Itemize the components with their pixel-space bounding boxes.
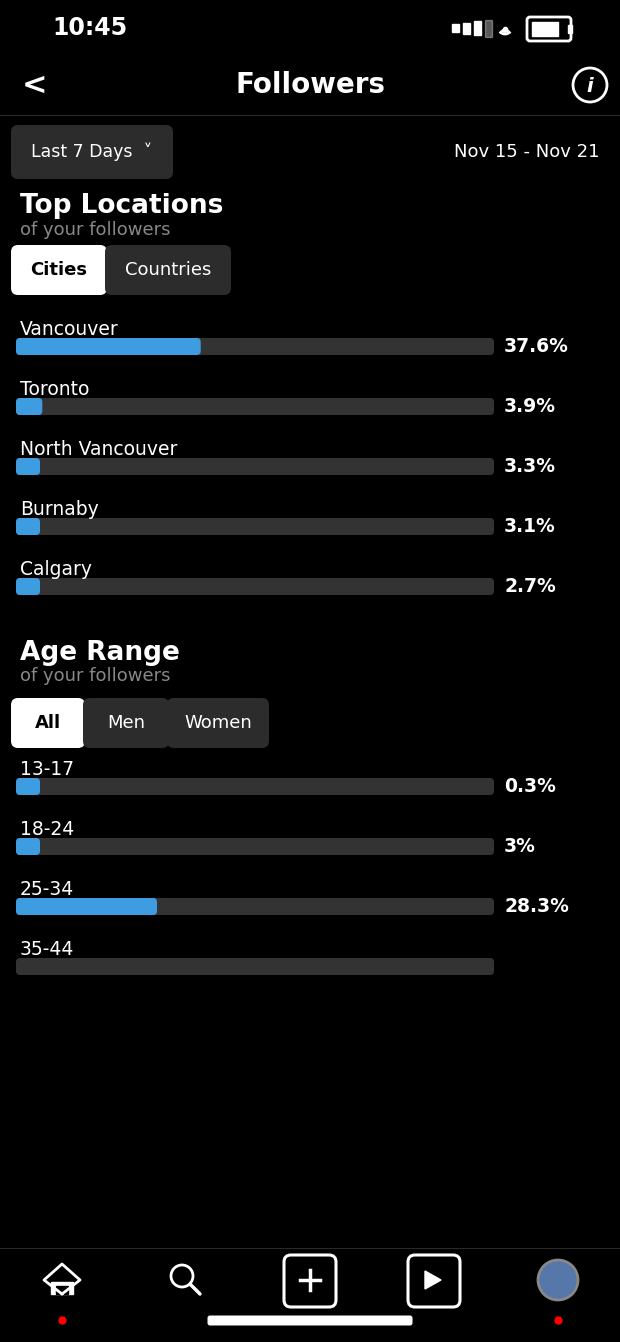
Text: 3.9%: 3.9%	[504, 397, 556, 416]
FancyBboxPatch shape	[16, 458, 494, 475]
Bar	[532, 21, 558, 36]
Text: 0.3%: 0.3%	[504, 777, 556, 796]
Text: of your followers: of your followers	[20, 221, 171, 239]
Circle shape	[538, 1260, 578, 1300]
Text: Nov 15 - Nov 21: Nov 15 - Nov 21	[454, 144, 600, 161]
FancyBboxPatch shape	[16, 578, 40, 595]
Text: Age Range: Age Range	[20, 640, 180, 666]
Text: of your followers: of your followers	[20, 667, 171, 684]
Text: Last 7 Days  ˅: Last 7 Days ˅	[32, 142, 153, 161]
FancyBboxPatch shape	[16, 837, 494, 855]
Bar	[463, 23, 470, 34]
FancyBboxPatch shape	[16, 578, 494, 595]
FancyBboxPatch shape	[16, 898, 157, 915]
FancyBboxPatch shape	[105, 246, 231, 295]
Polygon shape	[425, 1271, 441, 1290]
Bar	[56, 1286, 68, 1294]
FancyBboxPatch shape	[208, 1315, 412, 1326]
FancyBboxPatch shape	[16, 518, 494, 535]
FancyBboxPatch shape	[11, 698, 85, 747]
Text: 13-17: 13-17	[20, 760, 74, 778]
FancyBboxPatch shape	[16, 458, 40, 475]
FancyBboxPatch shape	[16, 958, 494, 976]
Text: 3.1%: 3.1%	[504, 517, 556, 535]
FancyBboxPatch shape	[16, 338, 494, 356]
Bar	[568, 25, 572, 34]
FancyBboxPatch shape	[16, 338, 201, 356]
Text: 10:45: 10:45	[52, 16, 127, 40]
Text: 25-34: 25-34	[20, 880, 74, 899]
Text: North Vancouver: North Vancouver	[20, 440, 177, 459]
Text: <: <	[22, 71, 48, 99]
FancyBboxPatch shape	[16, 399, 42, 415]
Text: 2.7%: 2.7%	[504, 577, 556, 596]
FancyBboxPatch shape	[16, 399, 494, 415]
Text: Men: Men	[107, 714, 145, 731]
Bar	[51, 1282, 73, 1294]
Text: i: i	[587, 76, 593, 95]
Text: 3.3%: 3.3%	[504, 458, 556, 476]
Text: 3%: 3%	[504, 837, 536, 856]
Text: Women: Women	[184, 714, 252, 731]
Text: Vancouver: Vancouver	[20, 319, 119, 340]
Text: Toronto: Toronto	[20, 380, 89, 399]
FancyBboxPatch shape	[11, 125, 173, 178]
FancyBboxPatch shape	[16, 778, 494, 794]
Bar	[474, 21, 481, 35]
FancyBboxPatch shape	[167, 698, 269, 747]
Bar	[485, 20, 492, 36]
Text: Followers: Followers	[235, 71, 385, 99]
FancyBboxPatch shape	[16, 898, 494, 915]
FancyBboxPatch shape	[11, 246, 107, 295]
Text: All: All	[35, 714, 61, 731]
FancyBboxPatch shape	[16, 837, 40, 855]
FancyBboxPatch shape	[16, 518, 40, 535]
Text: Burnaby: Burnaby	[20, 501, 99, 519]
Text: 37.6%: 37.6%	[504, 337, 569, 356]
Text: Top Locations: Top Locations	[20, 193, 223, 219]
FancyBboxPatch shape	[83, 698, 169, 747]
Text: Countries: Countries	[125, 260, 211, 279]
Text: 28.3%: 28.3%	[504, 896, 569, 917]
Text: Calgary: Calgary	[20, 560, 92, 578]
Text: Cities: Cities	[30, 260, 87, 279]
Bar	[452, 24, 459, 32]
FancyBboxPatch shape	[16, 778, 40, 794]
Text: 35-44: 35-44	[20, 939, 74, 960]
Text: 18-24: 18-24	[20, 820, 74, 839]
